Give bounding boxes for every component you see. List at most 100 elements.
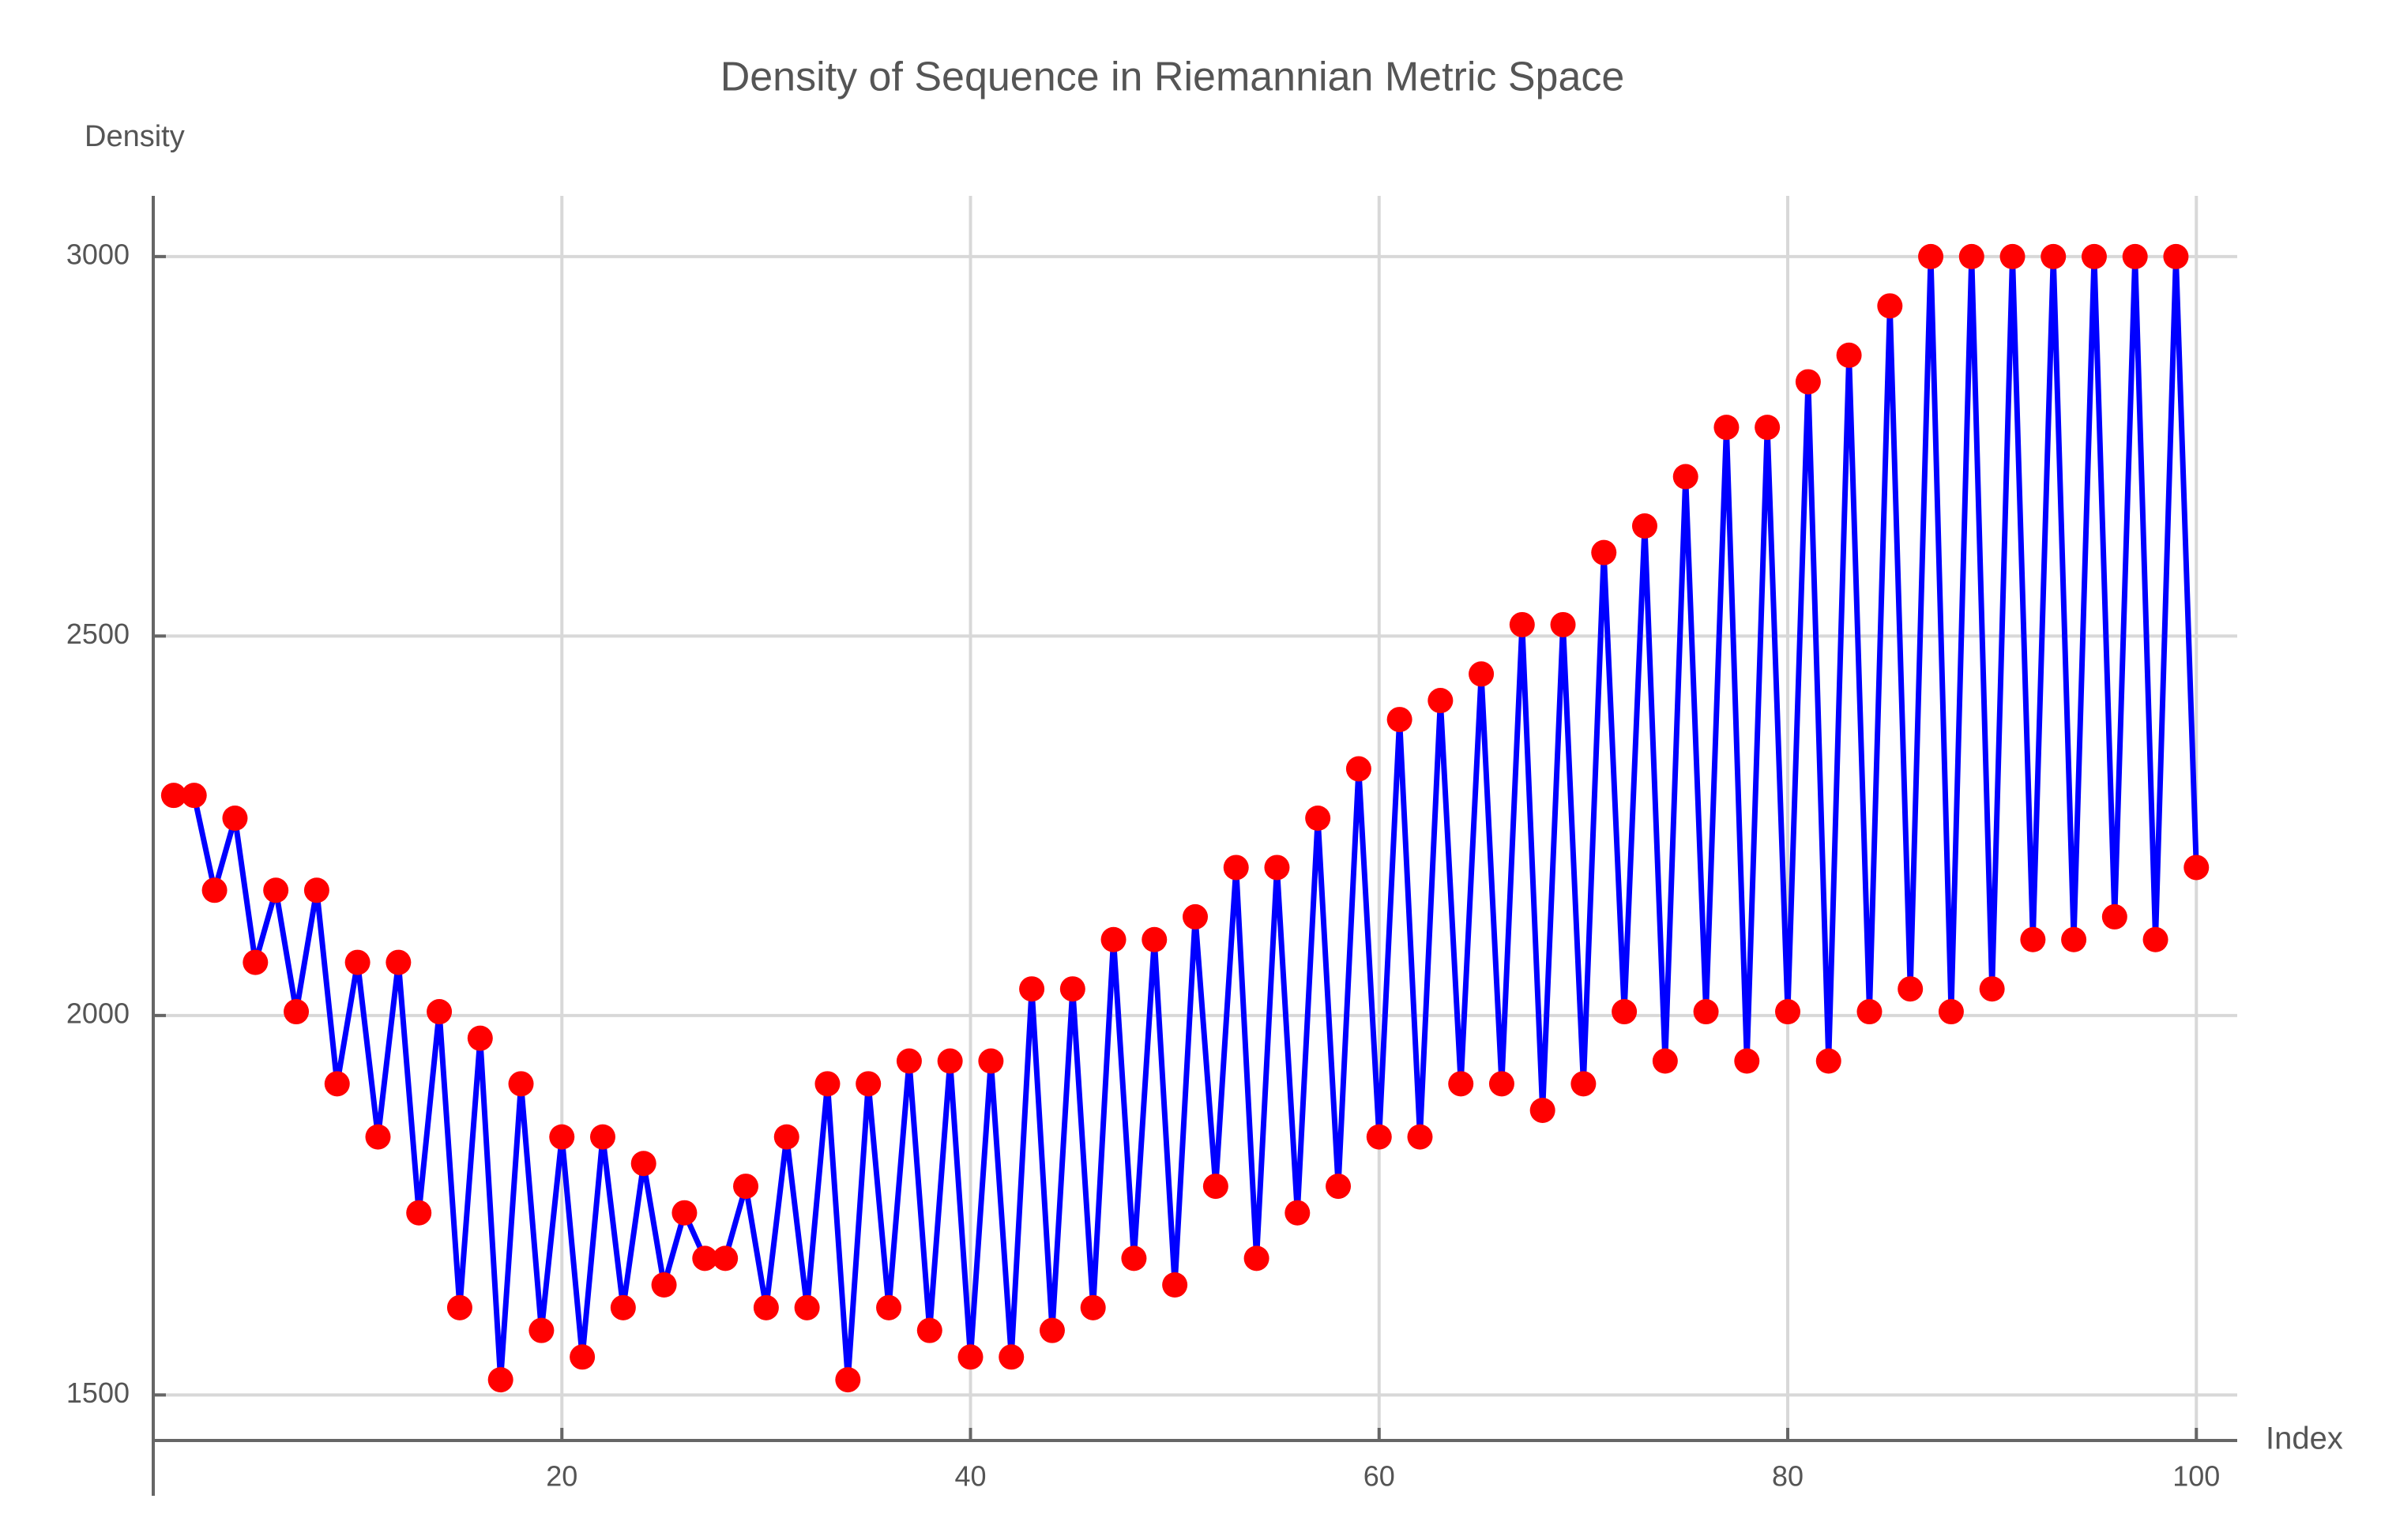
data-point xyxy=(1142,926,1168,952)
data-point xyxy=(1570,1071,1597,1097)
data-point xyxy=(733,1174,759,1200)
data-point xyxy=(467,1025,493,1051)
data-point xyxy=(303,877,329,903)
data-point xyxy=(1121,1245,1147,1271)
data-point xyxy=(1693,999,1719,1025)
data-point xyxy=(713,1245,739,1271)
data-point xyxy=(1448,1071,1474,1097)
x-tick-label: 40 xyxy=(954,1460,986,1493)
data-point xyxy=(692,1245,718,1271)
data-point xyxy=(284,999,310,1025)
data-point xyxy=(1469,661,1495,687)
data-point xyxy=(201,877,228,903)
data-point xyxy=(999,1344,1025,1370)
data-point xyxy=(1877,293,1903,319)
y-tick-label: 3000 xyxy=(66,238,130,270)
data-point xyxy=(1243,1245,1269,1271)
data-point xyxy=(365,1124,391,1150)
x-tick-label: 20 xyxy=(546,1460,577,1493)
data-point xyxy=(1080,1294,1106,1320)
x-tick-label: 60 xyxy=(1364,1460,1395,1493)
data-point xyxy=(263,877,289,903)
data-point xyxy=(446,1294,472,1320)
data-point xyxy=(2122,243,2148,269)
data-point xyxy=(1612,999,1638,1025)
data-point xyxy=(1529,1097,1555,1123)
data-point xyxy=(243,949,269,975)
data-point xyxy=(427,999,453,1025)
data-point xyxy=(1591,539,1617,565)
data-point xyxy=(324,1071,350,1097)
data-point xyxy=(1223,855,1249,881)
data-point xyxy=(386,949,412,975)
chart-title: Density of Sequence in Riemannian Metric… xyxy=(720,54,1625,100)
data-point xyxy=(1775,999,1801,1025)
data-point xyxy=(1285,1200,1311,1226)
data-point xyxy=(773,1124,799,1150)
data-point xyxy=(1183,903,1208,930)
data-point xyxy=(1407,1124,1433,1150)
y-tick-label: 2500 xyxy=(66,618,130,650)
data-point xyxy=(1059,976,1085,1002)
data-point xyxy=(1631,513,1657,539)
data-point xyxy=(630,1151,656,1177)
series-line xyxy=(173,254,2199,1383)
data-point xyxy=(1958,243,1984,269)
data-point xyxy=(1898,976,1924,1002)
data-point xyxy=(1836,342,1862,368)
data-point xyxy=(2081,243,2107,269)
data-point xyxy=(1366,1124,1392,1150)
data-point xyxy=(896,1048,922,1074)
data-point xyxy=(1795,369,1821,395)
data-point xyxy=(406,1200,432,1226)
data-point xyxy=(508,1071,534,1097)
data-point xyxy=(549,1124,575,1150)
data-point xyxy=(1019,976,1045,1002)
data-point xyxy=(671,1200,698,1226)
data-point xyxy=(1427,688,1454,714)
data-point xyxy=(814,1071,841,1097)
data-point xyxy=(1386,707,1412,733)
data-point xyxy=(1815,1048,1841,1074)
data-point xyxy=(978,1048,1004,1074)
data-point xyxy=(1326,1174,1352,1200)
x-axis-label: Index xyxy=(2266,1422,2343,1456)
data-point xyxy=(1918,243,1944,269)
data-point xyxy=(856,1071,882,1097)
data-point xyxy=(1550,611,1576,637)
y-tick-label: 2000 xyxy=(66,997,130,1029)
data-point xyxy=(589,1124,615,1150)
data-point xyxy=(570,1344,596,1370)
data-point xyxy=(1979,976,2005,1002)
data-point xyxy=(2142,926,2168,952)
data-point xyxy=(1755,415,1781,441)
data-point xyxy=(794,1294,820,1320)
data-point xyxy=(1856,999,1883,1025)
data-point xyxy=(344,949,370,975)
data-point xyxy=(2101,903,2127,930)
data-point xyxy=(957,1344,984,1370)
data-point xyxy=(1652,1048,1678,1074)
y-axis-label: Density xyxy=(85,120,185,153)
data-point xyxy=(937,1048,963,1074)
data-point xyxy=(651,1272,677,1298)
data-point xyxy=(1345,756,1371,782)
data-point xyxy=(1672,464,1698,490)
data-point xyxy=(2163,243,2189,269)
data-point xyxy=(2183,855,2210,881)
data-point xyxy=(222,806,248,831)
data-point xyxy=(1488,1071,1514,1097)
x-tick-label: 100 xyxy=(2172,1460,2220,1493)
data-point xyxy=(2041,243,2067,269)
data-point xyxy=(916,1317,942,1343)
data-point xyxy=(1202,1174,1228,1200)
data-point xyxy=(487,1367,513,1393)
data-point xyxy=(1039,1317,1065,1343)
data-point xyxy=(835,1367,861,1393)
data-point xyxy=(1938,999,1964,1025)
data-point xyxy=(528,1317,555,1343)
data-point xyxy=(753,1294,779,1320)
data-point xyxy=(1162,1272,1188,1298)
data-point xyxy=(181,783,207,809)
